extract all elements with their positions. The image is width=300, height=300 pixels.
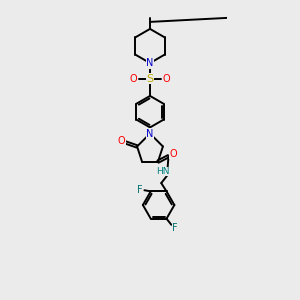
Text: O: O — [169, 148, 177, 158]
Text: F: F — [136, 185, 142, 195]
Text: F: F — [172, 223, 178, 233]
Text: S: S — [146, 74, 154, 84]
Text: N: N — [146, 58, 154, 68]
Text: O: O — [162, 74, 170, 84]
Text: N: N — [146, 129, 154, 139]
Text: O: O — [130, 74, 138, 84]
Text: O: O — [118, 136, 125, 146]
Text: HN: HN — [156, 167, 169, 176]
